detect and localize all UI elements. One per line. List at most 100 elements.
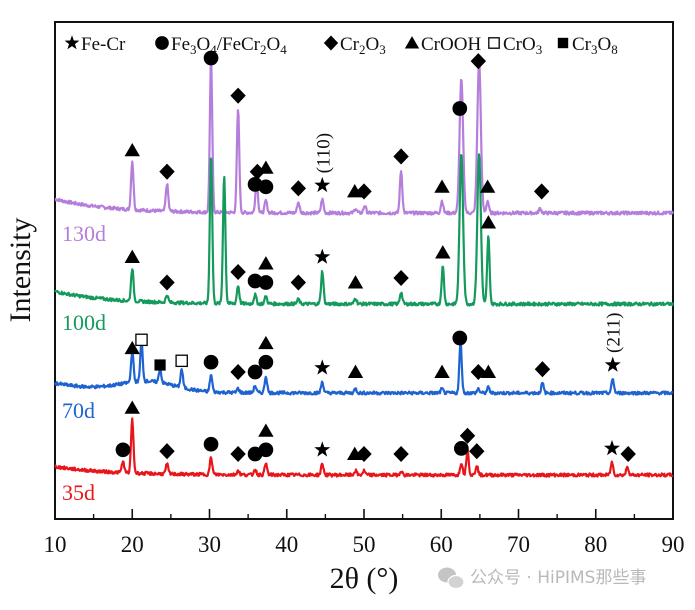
marker-diamond-icon bbox=[159, 163, 175, 180]
marker-triangle-icon bbox=[480, 215, 497, 229]
watermark-text: 公众号 · HiPIMS那些事 bbox=[470, 568, 646, 588]
marker-triangle-icon bbox=[347, 184, 363, 198]
marker-square-icon bbox=[154, 359, 166, 371]
marker-triangle-icon bbox=[434, 179, 450, 193]
series-label: 35d bbox=[62, 480, 95, 505]
marker-diamond-icon bbox=[356, 445, 372, 463]
marker-triangle-icon bbox=[124, 400, 140, 414]
legend-entry: Cr2​O3​ bbox=[323, 34, 386, 57]
marker-diamond-icon bbox=[393, 148, 409, 165]
marker-circle-icon bbox=[247, 364, 263, 380]
marker-diamond-icon bbox=[230, 87, 246, 104]
marker-circle-icon bbox=[203, 50, 219, 66]
series-35d: 35d bbox=[54, 417, 674, 505]
legend-entry: Fe-Cr bbox=[64, 34, 126, 55]
marker-diamond-icon bbox=[393, 269, 409, 287]
marker-diamond-icon bbox=[356, 183, 372, 200]
x-tick-label: 40 bbox=[275, 532, 298, 557]
marker-circle-icon bbox=[115, 442, 131, 458]
marker-circle-icon bbox=[452, 101, 468, 116]
marker-triangle-icon bbox=[258, 256, 274, 270]
marker-star-icon bbox=[314, 359, 331, 375]
marker-diamond-icon bbox=[290, 274, 307, 291]
legend-entry: Cr3​O8​ bbox=[557, 34, 618, 57]
marker-circle-icon bbox=[258, 354, 274, 370]
marker-diamond-icon bbox=[290, 180, 307, 197]
marker-triangle-icon bbox=[435, 245, 451, 259]
wechat-icon bbox=[438, 567, 465, 590]
x-axis-title: 2θ (°) bbox=[330, 562, 399, 595]
marker-triangle-icon bbox=[347, 446, 363, 460]
legend-entry: CrOOH bbox=[404, 34, 481, 55]
series-line bbox=[53, 340, 674, 396]
series-line bbox=[54, 153, 675, 307]
marker-circle-icon bbox=[203, 436, 219, 452]
marker-triangle-icon bbox=[258, 160, 274, 174]
plot-border bbox=[54, 21, 674, 520]
watermark: 公众号 · HiPIMS那些事 bbox=[438, 567, 646, 590]
marker-star-icon bbox=[314, 248, 331, 264]
marker-square-open-icon bbox=[135, 333, 148, 347]
marker-square-open-icon bbox=[175, 354, 188, 368]
marker-circle-icon bbox=[247, 273, 263, 289]
marker-triangle-icon bbox=[347, 364, 364, 378]
series-70d: 70d bbox=[53, 340, 674, 423]
marker-diamond-icon bbox=[533, 183, 550, 200]
marker-diamond-icon bbox=[459, 427, 476, 444]
marker-star-icon bbox=[314, 176, 331, 193]
marker-circle-icon bbox=[453, 441, 469, 456]
series-label: 70d bbox=[62, 398, 95, 423]
marker-triangle-icon bbox=[434, 364, 450, 378]
marker-layer: (110) (211) bbox=[115, 50, 636, 463]
legend-label: Fe-Cr bbox=[81, 34, 126, 55]
marker-diamond-icon bbox=[230, 445, 246, 463]
legend-label: Fe3​O4​/FeCr2​O4​ bbox=[171, 34, 287, 57]
markers-70d: (211) bbox=[124, 313, 625, 381]
marker-triangle-icon bbox=[124, 340, 140, 355]
x-tick-label: 70 bbox=[507, 532, 530, 557]
series-label: 130d bbox=[62, 221, 106, 246]
marker-square-icon bbox=[557, 37, 569, 49]
series-layer: 130d 100d 70d 35d bbox=[53, 59, 675, 505]
marker-circle-icon bbox=[258, 275, 274, 290]
legend-label: CrO3​ bbox=[503, 34, 542, 57]
legend-entry: CrO3​ bbox=[488, 34, 542, 57]
x-tick-label: 90 bbox=[662, 532, 685, 557]
marker-triangle-icon bbox=[479, 179, 496, 193]
marker-circle-icon bbox=[258, 442, 274, 458]
marker-circle-icon bbox=[452, 330, 468, 346]
peak-annotation: (211) bbox=[604, 313, 625, 353]
marker-diamond-icon bbox=[620, 445, 636, 463]
marker-diamond-icon bbox=[534, 361, 551, 378]
legend-label: CrOOH bbox=[421, 34, 481, 55]
x-tick-label: 80 bbox=[584, 532, 607, 557]
marker-circle-icon bbox=[203, 354, 219, 370]
marker-diamond-icon bbox=[249, 163, 266, 180]
marker-diamond-icon bbox=[230, 363, 246, 381]
markers-130d: (110) bbox=[124, 50, 550, 200]
marker-diamond-icon bbox=[230, 263, 246, 281]
marker-diamond-icon bbox=[159, 443, 175, 460]
x-tick-label: 10 bbox=[44, 532, 67, 557]
marker-diamond-icon bbox=[159, 274, 175, 291]
x-axis: 10 20 30 40 50 60 70 80 90 bbox=[44, 509, 685, 557]
marker-star-icon bbox=[64, 35, 80, 50]
marker-triangle-icon bbox=[347, 275, 364, 289]
peak-annotation: (110) bbox=[313, 133, 334, 173]
legend: Fe-Cr Fe3​O4​/FeCr2​O4​ Cr2​O3​ CrOOH CrO3​ C… bbox=[64, 34, 618, 57]
marker-diamond-icon bbox=[393, 445, 409, 463]
marker-triangle-icon bbox=[124, 249, 140, 263]
marker-circle-icon bbox=[258, 179, 274, 195]
marker-triangle-icon bbox=[124, 143, 140, 157]
legend-label: Cr3​O8​ bbox=[572, 34, 618, 57]
marker-diamond-icon bbox=[469, 443, 485, 460]
marker-circle-icon bbox=[155, 36, 169, 50]
markers-35d bbox=[115, 400, 636, 463]
marker-star-icon bbox=[314, 441, 331, 457]
plot-frame bbox=[54, 21, 674, 520]
marker-square-open-icon bbox=[488, 37, 500, 49]
series-130d: 130d bbox=[54, 59, 675, 246]
x-tick-label: 60 bbox=[430, 532, 453, 557]
y-axis-title: Intensity bbox=[4, 218, 37, 323]
